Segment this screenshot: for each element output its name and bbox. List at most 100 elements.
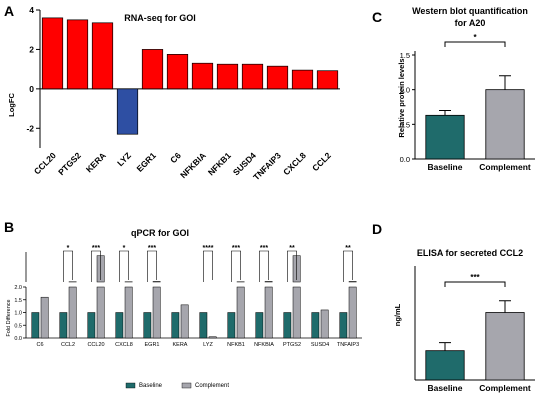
chart-a-ytick-label: 0 xyxy=(29,84,34,94)
chart-b-legend-swatch-complement xyxy=(181,382,192,389)
chart-b-xtick-label: TNFAIP3 xyxy=(337,342,359,348)
chart-a-bar xyxy=(291,69,314,90)
chart-b-bar-baseline xyxy=(143,312,152,339)
panel-b: B qPCR for GOI Fold Difference 0.0 0.5 1.0… xyxy=(4,219,362,389)
chart-b-sig-bracket xyxy=(287,250,297,282)
chart-b-sig-label: *** xyxy=(92,245,100,252)
chart-b-legend-label-complement: Complement xyxy=(195,383,229,389)
chart-c-ytick-label: 1.5 xyxy=(400,51,410,60)
chart-a-bar xyxy=(166,54,189,90)
chart-c-bar xyxy=(425,114,465,160)
chart-b-xtick-label: EGR1 xyxy=(145,342,160,348)
panel-c: C Western blot quantification for A20 Re… xyxy=(372,6,535,172)
chart-b-xtick-label: NFKBIA xyxy=(254,342,274,348)
chart-b-bar-baseline xyxy=(339,312,348,339)
chart-d-sig-bracket xyxy=(444,281,506,287)
chart-b-bar-baseline xyxy=(227,312,236,339)
chart-a-xtick-label: CCL2 xyxy=(310,150,333,173)
chart-b-sig-bracket xyxy=(343,250,353,282)
chart-b-ytick-label: 2.0 xyxy=(14,285,22,291)
chart-a-xtick-label: KERA xyxy=(84,150,108,174)
chart-b-bar-complement xyxy=(292,286,301,339)
chart-a-xtick-label: NFKBIA xyxy=(178,150,208,180)
chart-b-ylabel: Fold Difference xyxy=(6,299,12,336)
chart-a-xtick-label: CCL20 xyxy=(32,150,58,176)
chart-c-sig-bracket xyxy=(444,41,506,47)
chart-b-xtick-label: PTGS2 xyxy=(283,342,301,348)
chart-b-sig-label: *** xyxy=(232,245,240,252)
chart-b-ytick-label: 0.0 xyxy=(14,336,22,342)
chart-d-sig-label: *** xyxy=(470,273,480,282)
chart-a-xtick-label: CXCL8 xyxy=(281,150,308,177)
chart-b-bar-complement xyxy=(152,286,161,339)
chart-b-sig-bracket xyxy=(147,250,157,282)
chart-a-title: RNA-seq for GOI xyxy=(124,13,196,23)
chart-b-xtick-label: CCL20 xyxy=(87,342,104,348)
chart-b-bar-baseline xyxy=(283,312,292,339)
chart-d-title: ELISA for secreted CCL2 xyxy=(417,248,523,258)
chart-a-ytick-label: 2 xyxy=(29,44,34,54)
chart-c-error-bar xyxy=(499,75,511,90)
chart-c-bar xyxy=(485,89,525,160)
chart-c-ytick-label: 0.5 xyxy=(400,120,410,129)
chart-b-bar-complement xyxy=(124,286,133,339)
chart-b-bar-baseline xyxy=(255,312,264,339)
chart-a-xtick-label: LYZ xyxy=(115,150,133,168)
chart-b-sig-bracket xyxy=(259,250,269,282)
chart-b-sig-bracket xyxy=(231,250,241,282)
chart-a-bar xyxy=(91,22,114,90)
chart-c-xtick-label: Complement xyxy=(479,162,531,172)
chart-c-ytick-label: 1.0 xyxy=(400,86,410,95)
chart-b-bar-baseline xyxy=(31,312,40,339)
chart-b-sig-bracket xyxy=(63,250,73,282)
chart-a-ytick-label: 4 xyxy=(29,5,34,15)
chart-b-sig-label: * xyxy=(67,245,70,252)
chart-b-bar-complement xyxy=(236,286,245,339)
chart-a-bar xyxy=(66,19,89,90)
chart-b-sig-bracket xyxy=(203,250,213,282)
chart-b-ytick-label: 1.0 xyxy=(14,311,22,317)
chart-b-ytick-label: 0.5 xyxy=(14,323,22,329)
chart-c-ytick-label: 0.0 xyxy=(400,155,410,164)
chart-b-xtick-label: SUSD4 xyxy=(311,342,329,348)
chart-b-bar-complement xyxy=(40,296,49,339)
panel-label-d: D xyxy=(372,221,382,237)
chart-b-bar-baseline xyxy=(171,312,180,339)
chart-a-bar xyxy=(191,62,214,90)
chart-b-sig-label: ** xyxy=(345,245,351,252)
chart-a-xtick-label: PTGS2 xyxy=(56,150,83,177)
chart-d-plot: Baseline Complement *** xyxy=(414,266,535,393)
chart-b-sig-bracket xyxy=(91,250,101,282)
chart-b-xtick-label: CXCL8 xyxy=(115,342,133,348)
panel-label-b: B xyxy=(4,219,14,235)
chart-a-ylabel: LogFC xyxy=(7,93,16,117)
chart-b-sig-label: * xyxy=(123,245,126,252)
chart-d-xtick-label: Complement xyxy=(479,383,531,393)
chart-d-error-bar xyxy=(499,300,511,313)
chart-b-bar-complement xyxy=(180,304,189,339)
chart-c-title-line2: for A20 xyxy=(455,18,486,28)
chart-a-bar xyxy=(316,70,339,90)
chart-b-bar-complement xyxy=(348,286,357,339)
chart-b-xtick-label: KERA xyxy=(173,342,188,348)
chart-b-bar-baseline xyxy=(311,312,320,339)
chart-a-xtick-label: NFKB1 xyxy=(206,150,233,177)
chart-a-xtick-label: EGR1 xyxy=(134,150,158,174)
chart-c-error-bar xyxy=(439,109,451,116)
chart-a-bar xyxy=(141,49,164,90)
chart-c-plot: 0.0 0.5 1.0 1.5 Baseline Complement * xyxy=(400,33,535,172)
chart-a-ytick-label: -2 xyxy=(26,123,34,133)
chart-b-bar-complement xyxy=(320,309,329,339)
chart-b-bar-baseline xyxy=(59,312,68,339)
chart-b-bar-complement xyxy=(68,286,77,339)
chart-b-bar-complement xyxy=(208,336,217,339)
chart-b-xtick-label: CCL2 xyxy=(61,342,75,348)
chart-d-bar xyxy=(485,312,525,381)
chart-b-bar-complement xyxy=(264,286,273,339)
chart-b-title: qPCR for GOI xyxy=(131,228,189,238)
chart-b-bar-baseline xyxy=(199,312,208,339)
chart-c-sig-label: * xyxy=(473,33,477,42)
chart-b-sig-label: *** xyxy=(148,245,156,252)
